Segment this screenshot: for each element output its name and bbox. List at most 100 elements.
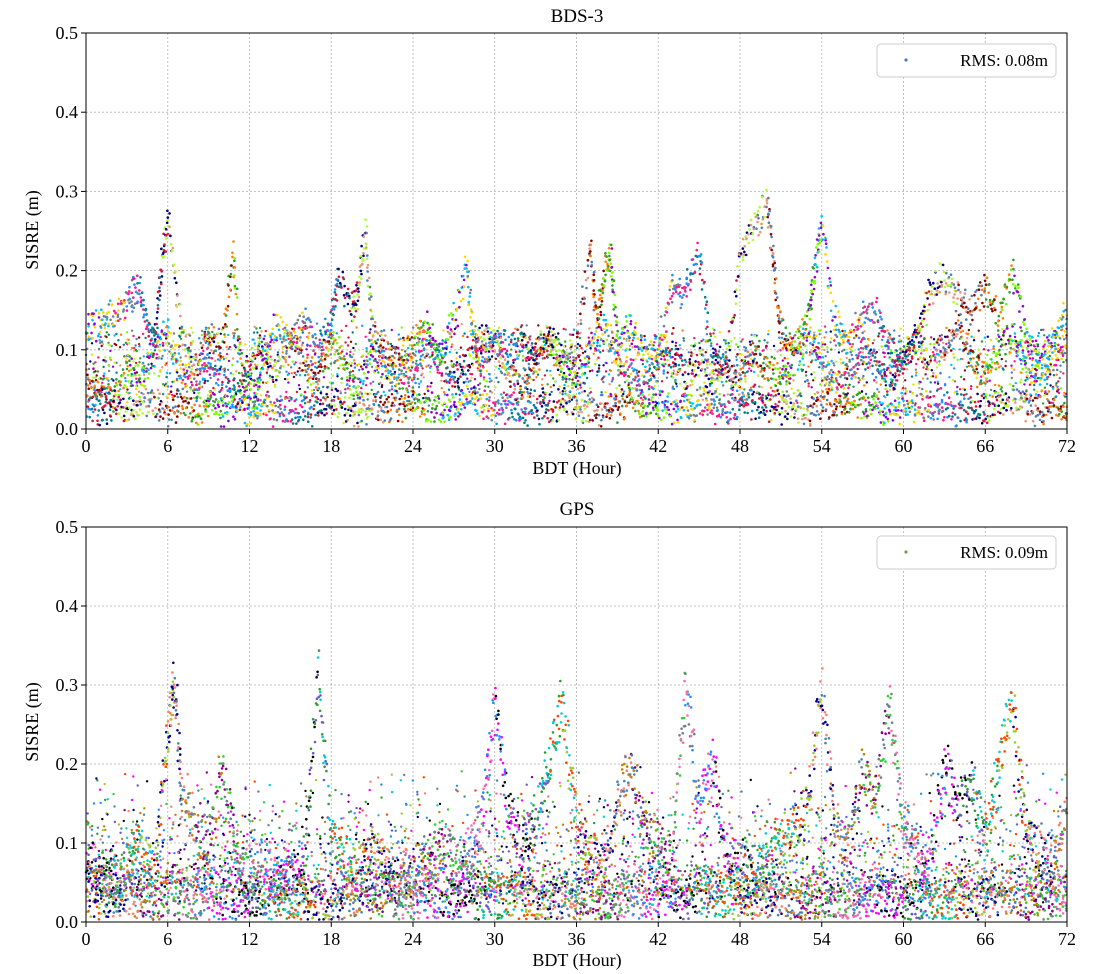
- data-point: [146, 376, 150, 380]
- data-point: [658, 346, 661, 350]
- data-point: [504, 338, 507, 342]
- data-point: [850, 368, 853, 371]
- data-point: [117, 309, 120, 312]
- data-point: [979, 352, 982, 356]
- data-point: [249, 358, 252, 362]
- data-point: [914, 351, 917, 355]
- data-point: [1003, 283, 1007, 286]
- data-point: [815, 270, 819, 273]
- data-point: [544, 346, 548, 350]
- data-point: [568, 377, 571, 381]
- data-point: [646, 382, 649, 385]
- data-point: [216, 378, 220, 381]
- data-point: [918, 356, 922, 359]
- data-point: [954, 322, 958, 325]
- data-point: [258, 385, 261, 388]
- data-point: [749, 353, 752, 357]
- data-point: [557, 418, 560, 422]
- data-point: [317, 355, 321, 359]
- data-point: [197, 391, 200, 395]
- data-point: [125, 361, 129, 364]
- data-point: [488, 396, 491, 399]
- data-point: [1047, 338, 1050, 342]
- data-point: [379, 400, 382, 404]
- data-point: [1001, 301, 1004, 305]
- data-point: [533, 416, 536, 419]
- data-point: [813, 282, 816, 285]
- data-point: [933, 356, 937, 359]
- data-point: [232, 405, 235, 409]
- data-point: [1013, 274, 1016, 278]
- data-point: [455, 309, 458, 313]
- data-point: [808, 317, 812, 321]
- data-point: [158, 410, 162, 413]
- data-point: [686, 364, 690, 368]
- data-point: [997, 314, 1001, 318]
- data-point: [592, 289, 595, 292]
- data-point: [817, 234, 821, 237]
- data-point: [400, 355, 404, 359]
- data-point: [524, 412, 527, 416]
- data-point: [829, 284, 833, 287]
- data-point: [460, 388, 464, 392]
- data-point: [633, 326, 637, 329]
- data-point: [302, 418, 305, 422]
- data-point: [773, 261, 776, 265]
- data-point: [521, 377, 524, 380]
- data-point: [484, 403, 488, 407]
- data-point: [1062, 301, 1065, 305]
- data-point: [213, 412, 216, 416]
- data-point: [390, 359, 393, 362]
- data-point: [483, 389, 487, 393]
- data-point: [554, 406, 557, 409]
- data-point: [807, 332, 811, 335]
- data-point: [541, 417, 544, 420]
- data-point: [301, 369, 304, 372]
- data-point: [356, 299, 360, 303]
- x-axis-label: BDT (Hour): [532, 458, 621, 479]
- data-point: [817, 250, 821, 253]
- data-point: [1034, 359, 1038, 362]
- data-point: [329, 328, 333, 332]
- data-point: [546, 349, 549, 353]
- data-point: [448, 409, 452, 413]
- data-point: [724, 366, 727, 370]
- data-point: [809, 303, 813, 307]
- data-point: [138, 398, 142, 402]
- data-point: [568, 352, 571, 356]
- data-point: [165, 221, 169, 225]
- data-point: [537, 417, 541, 421]
- data-point: [509, 340, 513, 344]
- data-point: [424, 399, 428, 403]
- data-point: [573, 344, 577, 348]
- data-point: [266, 404, 269, 408]
- data-point: [378, 358, 381, 362]
- data-point: [765, 201, 769, 205]
- data-point: [741, 237, 745, 241]
- data-point: [766, 356, 769, 360]
- data-point: [1036, 365, 1039, 368]
- data-point: [871, 364, 874, 368]
- data-point: [583, 297, 586, 300]
- data-point: [481, 355, 485, 359]
- data-point: [332, 408, 336, 412]
- data-point: [170, 409, 174, 412]
- data-point: [677, 363, 681, 367]
- data-point: [366, 257, 369, 261]
- data-point: [1023, 323, 1026, 326]
- data-point: [341, 270, 345, 274]
- data-point: [411, 386, 415, 389]
- data-point: [306, 367, 310, 371]
- data-point: [227, 295, 231, 299]
- data-point: [483, 329, 487, 333]
- data-point: [530, 356, 533, 360]
- data-point: [1021, 351, 1024, 355]
- data-point: [188, 374, 191, 377]
- data-point: [947, 276, 951, 279]
- data-point: [318, 402, 322, 406]
- data-point: [651, 362, 654, 366]
- data-point: [383, 410, 386, 414]
- data-point: [597, 336, 600, 339]
- data-point: [277, 328, 281, 332]
- data-point: [343, 284, 346, 288]
